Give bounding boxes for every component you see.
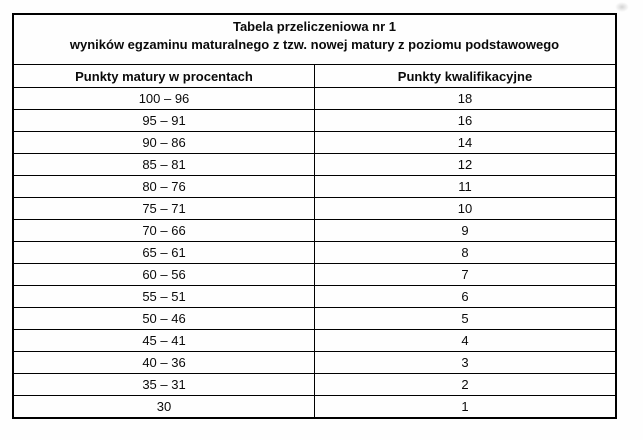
qualification-points-cell: 18 [314, 87, 617, 110]
table-title-row: Tabela przeliczeniowa nr 1 wyników egzam… [12, 13, 617, 65]
table-row: 45 – 41 4 [12, 329, 617, 352]
column-header-row: Punkty matury w procentach Punkty kwalif… [12, 64, 617, 88]
table-row: 40 – 36 3 [12, 351, 617, 374]
qualification-points-cell: 11 [314, 175, 617, 198]
percent-range-cell: 50 – 46 [12, 307, 315, 330]
qualification-points-cell: 6 [314, 285, 617, 308]
table-row: 55 – 51 6 [12, 285, 617, 308]
qualification-points-cell: 9 [314, 219, 617, 242]
qualification-points-cell: 2 [314, 373, 617, 396]
percent-range-cell: 80 – 76 [12, 175, 315, 198]
table-body: 100 – 96 18 95 – 91 16 90 – 86 14 85 – 8… [12, 87, 617, 419]
qualification-points-cell: 5 [314, 307, 617, 330]
qualification-points-cell: 1 [314, 395, 617, 419]
table-row: 70 – 66 9 [12, 219, 617, 242]
table-title: Tabela przeliczeniowa nr 1 wyników egzam… [12, 13, 617, 65]
qualification-points-cell: 4 [314, 329, 617, 352]
percent-range-cell: 60 – 56 [12, 263, 315, 286]
column-header-percent: Punkty matury w procentach [12, 64, 315, 88]
qualification-points-cell: 16 [314, 109, 617, 132]
percent-range-cell: 100 – 96 [12, 87, 315, 110]
table-row: 95 – 91 16 [12, 109, 617, 132]
table-row: 60 – 56 7 [12, 263, 617, 286]
qualification-points-cell: 8 [314, 241, 617, 264]
percent-range-cell: 55 – 51 [12, 285, 315, 308]
table-title-line2: wyników egzaminu maturalnego z tzw. nowe… [69, 37, 560, 53]
table-row: 35 – 31 2 [12, 373, 617, 396]
percent-range-cell: 90 – 86 [12, 131, 315, 154]
qualification-points-cell: 14 [314, 131, 617, 154]
qualification-points-cell: 12 [314, 153, 617, 176]
qualification-points-cell: 10 [314, 197, 617, 220]
table-row: 50 – 46 5 [12, 307, 617, 330]
table-row: 90 – 86 14 [12, 131, 617, 154]
percent-range-cell: 85 – 81 [12, 153, 315, 176]
table-row: 65 – 61 8 [12, 241, 617, 264]
percent-range-cell: 35 – 31 [12, 373, 315, 396]
table-title-line1: Tabela przeliczeniowa nr 1 [232, 19, 397, 34]
table-row: 85 – 81 12 [12, 153, 617, 176]
percent-range-cell: 70 – 66 [12, 219, 315, 242]
table-row: 75 – 71 10 [12, 197, 617, 220]
percent-range-cell: 30 [12, 395, 315, 419]
table-row: 100 – 96 18 [12, 87, 617, 110]
table-row: 80 – 76 11 [12, 175, 617, 198]
conversion-table: Tabela przeliczeniowa nr 1 wyników egzam… [12, 13, 617, 419]
percent-range-cell: 40 – 36 [12, 351, 315, 374]
percent-range-cell: 75 – 71 [12, 197, 315, 220]
percent-range-cell: 95 – 91 [12, 109, 315, 132]
percent-range-cell: 65 – 61 [12, 241, 315, 264]
qualification-points-cell: 3 [314, 351, 617, 374]
column-header-points: Punkty kwalifikacyjne [314, 64, 617, 88]
table-row: 30 1 [12, 395, 617, 419]
qualification-points-cell: 7 [314, 263, 617, 286]
scan-smudge-artifact [615, 2, 629, 12]
percent-range-cell: 45 – 41 [12, 329, 315, 352]
